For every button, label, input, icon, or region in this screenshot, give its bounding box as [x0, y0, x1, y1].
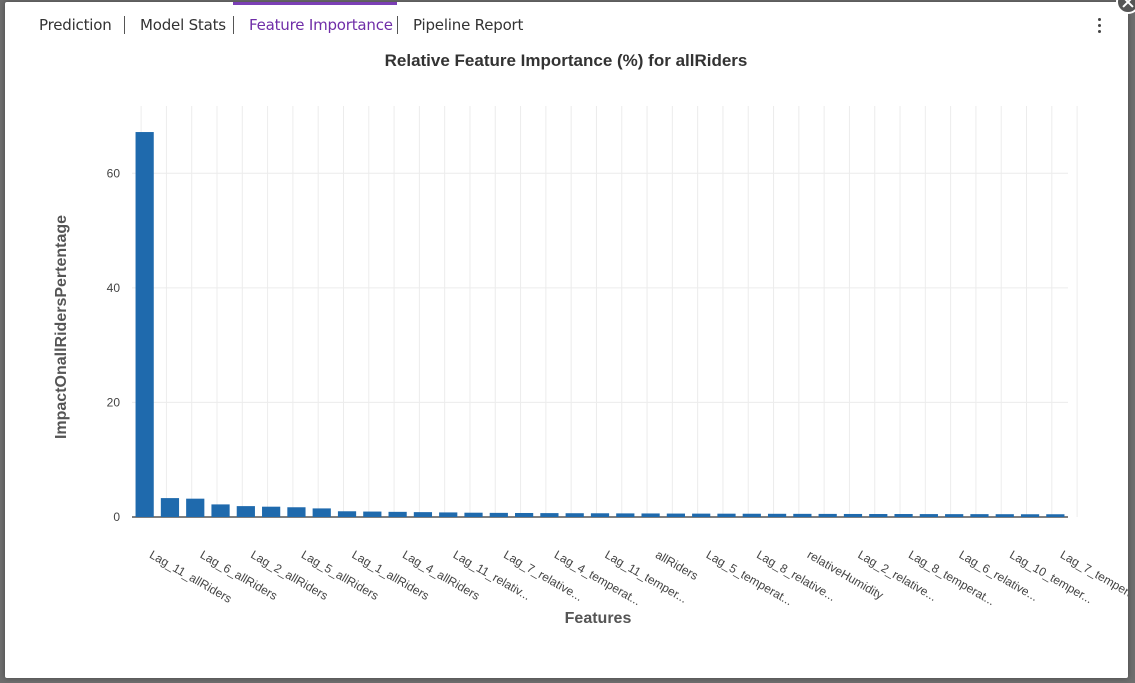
bar[interactable] [793, 513, 812, 517]
bar[interactable] [1020, 514, 1040, 517]
tab-divider [124, 16, 125, 34]
bar[interactable] [641, 513, 660, 517]
tab-model-stats[interactable]: Model Stats [140, 16, 226, 34]
bar[interactable] [211, 504, 230, 517]
bar[interactable] [489, 512, 508, 517]
y-tick-label: 0 [113, 510, 120, 524]
bar[interactable] [970, 514, 989, 517]
bar[interactable] [1046, 514, 1065, 517]
x-axis-label: Features [565, 610, 632, 627]
more-vertical-icon[interactable] [1089, 14, 1109, 36]
bar[interactable] [565, 513, 584, 517]
bar[interactable] [515, 512, 534, 517]
bar[interactable] [818, 513, 837, 517]
grid-lines [132, 106, 1078, 518]
bar[interactable] [388, 511, 407, 517]
bar[interactable] [869, 514, 888, 517]
bars [135, 132, 1065, 517]
bar[interactable] [843, 513, 863, 517]
bar[interactable] [312, 508, 331, 517]
bar[interactable] [540, 513, 559, 517]
tab-bar: Prediction Model Stats Feature Importanc… [5, 2, 1128, 46]
bar[interactable] [439, 512, 458, 517]
bar[interactable] [135, 132, 154, 517]
bar[interactable] [590, 513, 610, 517]
tab-prediction[interactable]: Prediction [39, 16, 112, 34]
bar[interactable] [337, 511, 357, 517]
y-tick-label: 20 [107, 395, 121, 409]
x-tick-label: Lag_8_temperat... [906, 547, 997, 608]
bar[interactable] [894, 514, 913, 517]
bar[interactable] [692, 513, 711, 517]
y-tick-label: 40 [107, 281, 121, 295]
tab-divider [233, 16, 234, 34]
tab-feature-importance[interactable]: Feature Importance [249, 16, 393, 34]
bar[interactable] [666, 513, 685, 517]
bar[interactable] [160, 498, 180, 517]
bar[interactable] [995, 514, 1014, 517]
bar[interactable] [767, 513, 787, 517]
y-axis-label: ImpactOnallRidersPertentage [53, 215, 70, 439]
y-axis-ticks: 0 20 40 60 [107, 166, 121, 524]
bar[interactable] [287, 507, 306, 517]
x-tick-label: Lag_5_temperat... [704, 547, 795, 608]
bar[interactable] [464, 512, 483, 517]
feature-importance-dialog: Prediction Model Stats Feature Importanc… [5, 2, 1128, 678]
bar[interactable] [717, 513, 736, 517]
bar[interactable] [186, 498, 205, 517]
bar[interactable] [616, 513, 635, 517]
x-axis-ticks: Lag_11_allRidersLag_6_allRidersLag_2_all… [147, 547, 1128, 608]
bar[interactable] [363, 511, 382, 517]
bar[interactable] [945, 514, 964, 517]
active-tab-indicator [233, 2, 397, 5]
y-tick-label: 60 [107, 166, 121, 180]
bar[interactable] [413, 512, 433, 517]
bar[interactable] [236, 506, 255, 517]
close-icon[interactable] [1116, 0, 1135, 14]
tab-divider [397, 16, 398, 34]
bar[interactable] [919, 514, 938, 517]
feature-importance-chart: Relative Feature Importance (%) for allR… [53, 51, 1128, 627]
bar[interactable] [742, 513, 761, 517]
chart-title: Relative Feature Importance (%) for allR… [385, 51, 748, 70]
x-tick-label: Lag_4_temperat... [552, 547, 643, 608]
bar[interactable] [262, 506, 281, 517]
tab-pipeline-report[interactable]: Pipeline Report [413, 16, 524, 34]
